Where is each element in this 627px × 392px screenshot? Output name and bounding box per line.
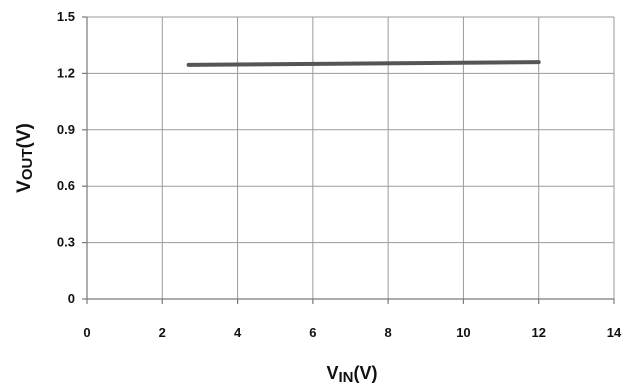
x-tick-label: 10 (456, 325, 470, 340)
x-tick-label: 4 (234, 325, 242, 340)
axes (82, 16, 615, 304)
y-tick-labels: 0 0.3 0.6 0.9 1.2 1.5 (57, 9, 75, 306)
y-axis-title: VOUT(V) (14, 123, 36, 193)
y-tick-label: 0.3 (57, 235, 75, 250)
grid-lines (86, 16, 615, 300)
y-axis-title-sub: OUT (19, 148, 36, 180)
x-tick-label: 8 (385, 325, 392, 340)
x-tick-label: 2 (159, 325, 166, 340)
y-tick-label: 0 (68, 291, 75, 306)
x-tick-label: 6 (309, 325, 316, 340)
x-tick-label: 0 (83, 325, 90, 340)
y-tick-label: 0.6 (57, 178, 75, 193)
x-axis-title-sub: IN (339, 369, 354, 386)
y-tick-label: 1.5 (57, 9, 75, 24)
x-axis-title: VIN(V) (326, 363, 377, 386)
x-axis-title-unit: (V) (354, 363, 378, 383)
y-tick-label: 0.9 (57, 122, 75, 137)
x-tick-label: 14 (607, 325, 622, 340)
x-tick-label: 12 (531, 325, 545, 340)
vout-series-line (186, 60, 541, 67)
y-axis-title-unit: (V) (14, 123, 35, 148)
y-axis-title-main: V (14, 180, 35, 193)
x-axis-title-main: V (326, 363, 338, 383)
x-tick-labels: 0 2 4 6 8 10 12 14 (83, 325, 622, 340)
y-tick-label: 1.2 (57, 65, 75, 80)
data-series (186, 60, 541, 67)
